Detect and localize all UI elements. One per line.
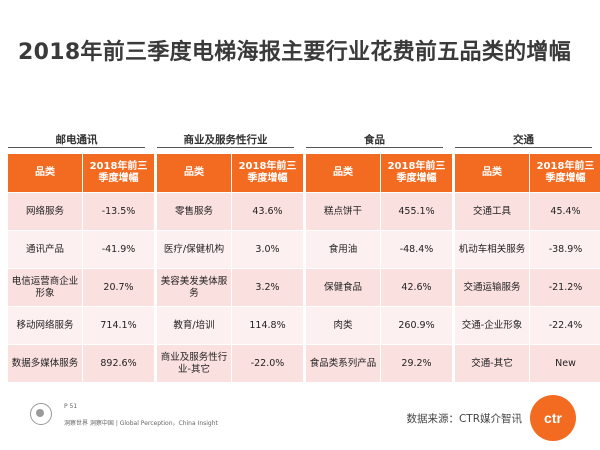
page-number: P 51 xyxy=(64,403,78,410)
cell-growth: -48.4% xyxy=(380,231,452,268)
table-row: 电信运营商企业形象 20.7% xyxy=(8,269,154,306)
cell-growth: 42.6% xyxy=(380,269,452,306)
table-row: 移动网络服务 714.1% xyxy=(8,307,154,344)
cell-growth: 43.6% xyxy=(231,193,303,230)
table-header: 品类 2018年前三季度增幅 xyxy=(157,154,303,192)
table-row: 机动车相关服务 -38.9% xyxy=(455,231,600,268)
header-growth: 2018年前三季度增幅 xyxy=(82,154,154,192)
table-row: 肉类 260.9% xyxy=(306,307,452,344)
cell-category: 机动车相关服务 xyxy=(455,231,529,268)
ctr-logo: ctr xyxy=(530,395,576,441)
cell-category: 通讯产品 xyxy=(8,231,82,268)
cell-category: 医疗/保健机构 xyxy=(157,231,231,268)
cell-category: 商业及服务性行业-其它 xyxy=(157,345,231,382)
cell-category: 移动网络服务 xyxy=(8,307,82,344)
table-row: 食用油 -48.4% xyxy=(306,231,452,268)
header-category: 品类 xyxy=(306,154,380,192)
industry-block-food: 食品 品类 2018年前三季度增幅 糕点饼干 455.1% 食用油 -48.4%… xyxy=(306,133,452,383)
cell-growth: -22.4% xyxy=(529,307,600,344)
cell-growth: -13.5% xyxy=(82,193,154,230)
badge-icon xyxy=(30,403,52,425)
cell-growth: -21.2% xyxy=(529,269,600,306)
table-row: 商业及服务性行业-其它 -22.0% xyxy=(157,345,303,382)
cell-growth: 3.2% xyxy=(231,269,303,306)
cell-category: 食品类系列产品 xyxy=(306,345,380,382)
cell-category: 糕点饼干 xyxy=(306,193,380,230)
header-category: 品类 xyxy=(455,154,529,192)
table-header: 品类 2018年前三季度增幅 xyxy=(306,154,452,192)
table-row: 交通运输服务 -21.2% xyxy=(455,269,600,306)
block-title: 食品 xyxy=(306,133,443,148)
growth-table: 品类 2018年前三季度增幅 网络服务 -13.5% 通讯产品 -41.9% 电… xyxy=(8,153,154,383)
cell-growth: 892.6% xyxy=(82,345,154,382)
cell-category: 电信运营商企业形象 xyxy=(8,269,82,306)
table-row: 交通-其它 New xyxy=(455,345,600,382)
cell-category: 交通工具 xyxy=(455,193,529,230)
table-header: 品类 2018年前三季度增幅 xyxy=(455,154,600,192)
cell-growth: New xyxy=(529,345,600,382)
growth-table: 品类 2018年前三季度增幅 交通工具 45.4% 机动车相关服务 -38.9%… xyxy=(455,153,600,383)
header-growth: 2018年前三季度增幅 xyxy=(529,154,600,192)
cell-category: 交通-其它 xyxy=(455,345,529,382)
table-row: 教育/培训 114.8% xyxy=(157,307,303,344)
cell-growth: 45.4% xyxy=(529,193,600,230)
block-title: 邮电通讯 xyxy=(8,133,145,148)
cell-growth: -22.0% xyxy=(231,345,303,382)
table-row: 通讯产品 -41.9% xyxy=(8,231,154,268)
page-title: 2018年前三季度电梯海报主要行业花费前五品类的增幅 xyxy=(18,40,572,65)
cell-category: 零售服务 xyxy=(157,193,231,230)
cell-growth: 3.0% xyxy=(231,231,303,268)
table-row: 食品类系列产品 29.2% xyxy=(306,345,452,382)
cell-category: 食用油 xyxy=(306,231,380,268)
cell-category: 交通运输服务 xyxy=(455,269,529,306)
cell-category: 教育/培训 xyxy=(157,307,231,344)
cell-category: 保健食品 xyxy=(306,269,380,306)
table-row: 交通工具 45.4% xyxy=(455,193,600,230)
cell-growth: 20.7% xyxy=(82,269,154,306)
table-row: 医疗/保健机构 3.0% xyxy=(157,231,303,268)
header-category: 品类 xyxy=(8,154,82,192)
cell-growth: 455.1% xyxy=(380,193,452,230)
footer-slogan: 洞察世界 洞察中国 | Global Perception，China Insi… xyxy=(64,420,218,427)
table-header: 品类 2018年前三季度增幅 xyxy=(8,154,154,192)
block-title: 交通 xyxy=(455,133,592,148)
tables-grid: 邮电通讯 品类 2018年前三季度增幅 网络服务 -13.5% 通讯产品 -41… xyxy=(8,133,600,383)
table-row: 保健食品 42.6% xyxy=(306,269,452,306)
header-category: 品类 xyxy=(157,154,231,192)
industry-block-transport: 交通 品类 2018年前三季度增幅 交通工具 45.4% 机动车相关服务 -38… xyxy=(455,133,600,383)
cell-growth: 114.8% xyxy=(231,307,303,344)
cell-category: 数据多媒体服务 xyxy=(8,345,82,382)
cell-category: 网络服务 xyxy=(8,193,82,230)
growth-table: 品类 2018年前三季度增幅 零售服务 43.6% 医疗/保健机构 3.0% 美… xyxy=(157,153,303,383)
cell-growth: 29.2% xyxy=(380,345,452,382)
table-row: 美容美发美体服务 3.2% xyxy=(157,269,303,306)
header-growth: 2018年前三季度增幅 xyxy=(231,154,303,192)
cell-growth: -41.9% xyxy=(82,231,154,268)
cell-category: 交通-企业形象 xyxy=(455,307,529,344)
header-growth: 2018年前三季度增幅 xyxy=(380,154,452,192)
cell-growth: -38.9% xyxy=(529,231,600,268)
table-row: 交通-企业形象 -22.4% xyxy=(455,307,600,344)
data-source: 数据来源：CTR媒介智讯 xyxy=(406,413,522,425)
table-row: 数据多媒体服务 892.6% xyxy=(8,345,154,382)
cell-category: 肉类 xyxy=(306,307,380,344)
cell-category: 美容美发美体服务 xyxy=(157,269,231,306)
growth-table: 品类 2018年前三季度增幅 糕点饼干 455.1% 食用油 -48.4% 保健… xyxy=(306,153,452,383)
cell-growth: 260.9% xyxy=(380,307,452,344)
table-row: 网络服务 -13.5% xyxy=(8,193,154,230)
table-row: 糕点饼干 455.1% xyxy=(306,193,452,230)
industry-block-commerce-services: 商业及服务性行业 品类 2018年前三季度增幅 零售服务 43.6% 医疗/保健… xyxy=(157,133,303,383)
block-title: 商业及服务性行业 xyxy=(157,133,294,148)
table-row: 零售服务 43.6% xyxy=(157,193,303,230)
industry-block-telecom: 邮电通讯 品类 2018年前三季度增幅 网络服务 -13.5% 通讯产品 -41… xyxy=(8,133,154,383)
cell-growth: 714.1% xyxy=(82,307,154,344)
